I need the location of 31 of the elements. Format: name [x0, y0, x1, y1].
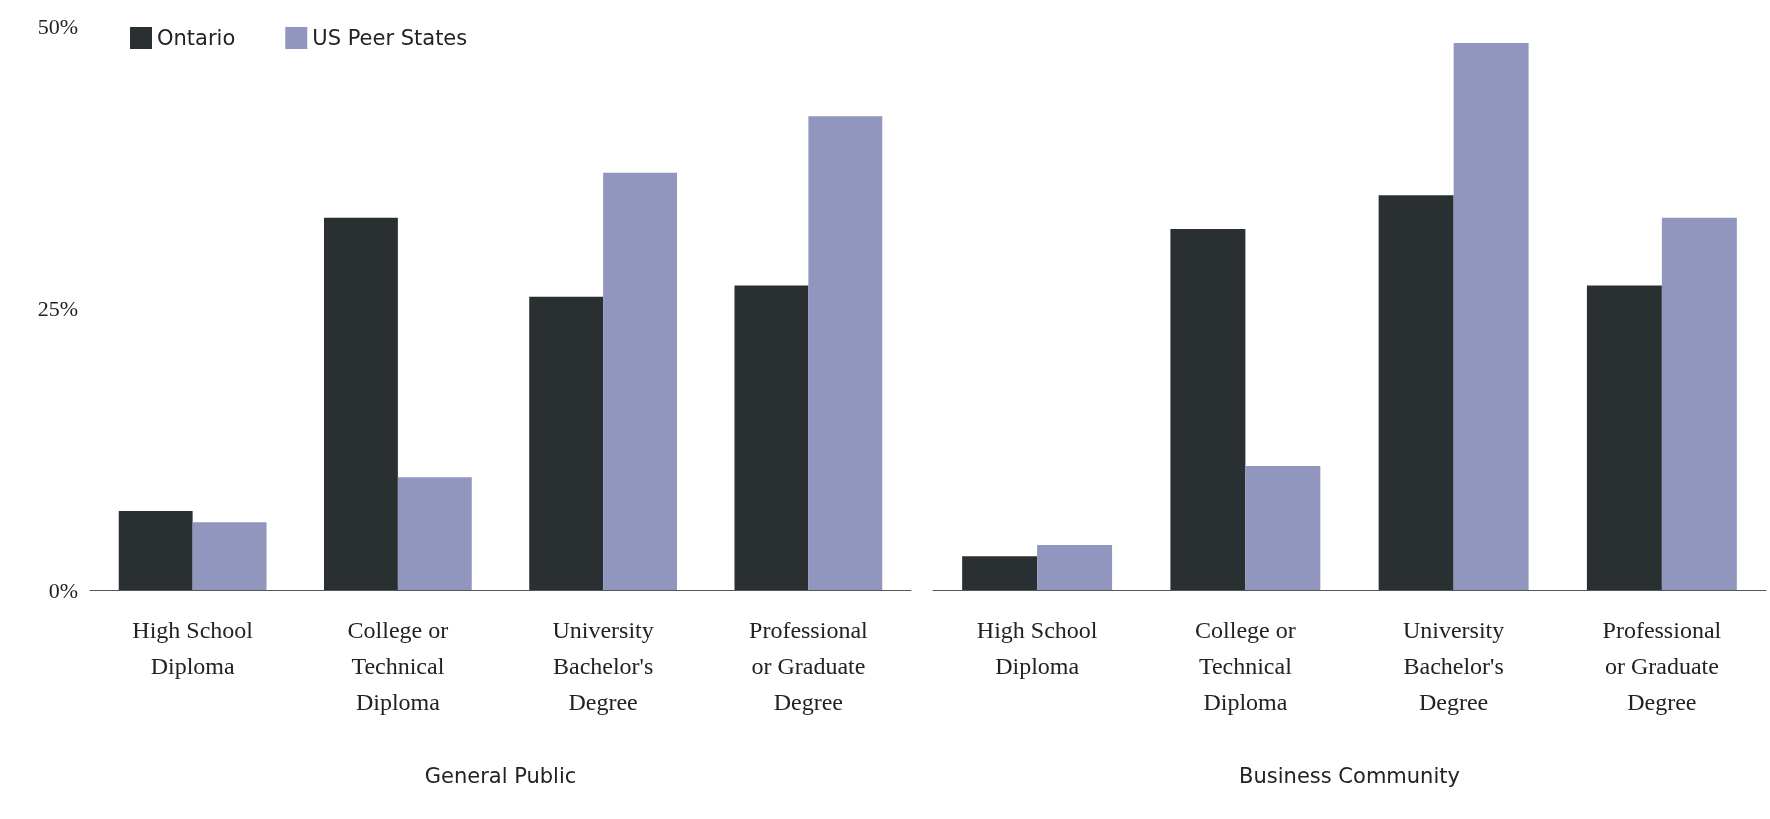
x-axis-title: Business Community: [1239, 763, 1460, 788]
bar: [1453, 42, 1529, 590]
x-tick-label: College or Technical Diploma: [347, 617, 449, 715]
bar: [192, 522, 267, 590]
bar: [603, 172, 678, 590]
y-tick-label: 0%: [48, 577, 78, 603]
x-tick-label: Professional or Graduate Degree: [1602, 617, 1722, 715]
x-tick-label: College or Technical Diploma: [1195, 617, 1296, 715]
x-tick-label: High School Diploma: [976, 617, 1098, 679]
bar: [118, 511, 193, 590]
bar: [1170, 229, 1246, 590]
x-tick-label: High School Diploma: [132, 617, 254, 679]
bar: [962, 556, 1038, 590]
x-tick-label: Professional or Graduate Degree: [749, 617, 869, 715]
bar: [808, 116, 883, 590]
bar: [1661, 217, 1737, 590]
x-tick-label: University Bachelor's Degree: [552, 617, 654, 715]
bar: [323, 217, 398, 590]
y-tick-label: 50%: [37, 13, 78, 39]
bar: [1037, 544, 1113, 590]
y-tick-label: 25%: [37, 295, 78, 321]
legend-label: Ontario: [157, 26, 236, 50]
x-axis-title: General Public: [424, 763, 577, 788]
bar: [397, 477, 472, 590]
bar: [1586, 285, 1662, 590]
x-tick-label: University Bachelor's Degree: [1402, 617, 1505, 715]
bar: [1245, 465, 1321, 590]
bar: [1378, 195, 1454, 590]
bar: [529, 296, 604, 590]
legend-label: US Peer States: [312, 26, 468, 50]
bar: [734, 285, 809, 590]
